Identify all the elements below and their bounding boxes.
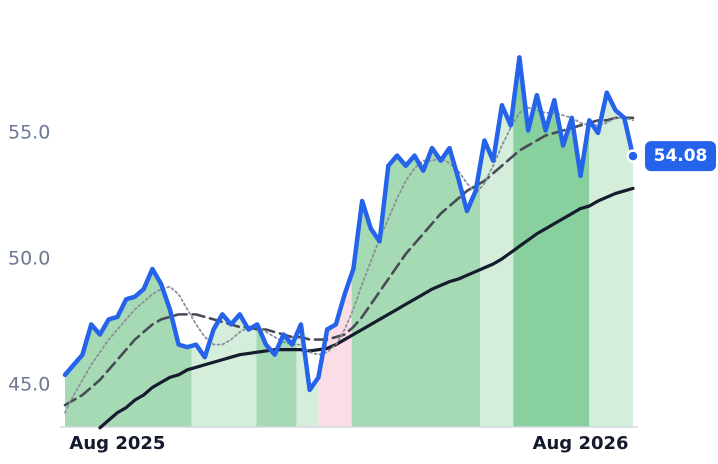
line: [62, 55, 636, 393]
y-tick-label: 50.0: [8, 247, 50, 269]
y-tick-label: 45.0: [8, 373, 50, 395]
region-area: [513, 57, 590, 427]
last-value-box: [645, 141, 716, 172]
line: [98, 186, 635, 430]
x-tick-label: Aug 2026: [533, 433, 629, 454]
region-area: [191, 314, 257, 427]
line: [63, 116, 635, 407]
region-area: [318, 274, 352, 427]
region-area: [65, 269, 192, 427]
last-value-label: 54.08: [654, 146, 708, 166]
region-area: [480, 104, 514, 427]
region-area: [589, 92, 633, 427]
y-tick-label: 55.0: [8, 121, 50, 143]
x-tick-label: Aug 2025: [69, 433, 165, 454]
line: [64, 106, 634, 414]
last-point: [626, 149, 640, 163]
